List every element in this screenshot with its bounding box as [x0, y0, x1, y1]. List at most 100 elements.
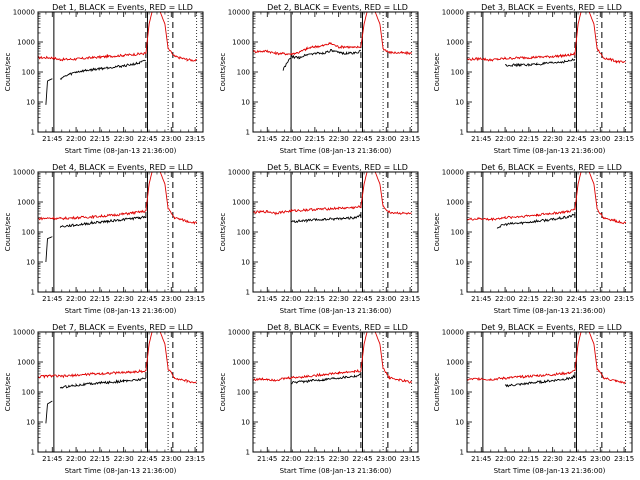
y-tick-label: 100: [237, 69, 250, 77]
x-tick-label: 21:45: [42, 135, 62, 143]
x-tick-label: 21:45: [471, 455, 491, 463]
y-tick-label: 10000: [13, 9, 35, 17]
panel-title: Det 8, BLACK = Events, RED = LLD: [267, 323, 408, 332]
panel-frame: [37, 331, 204, 453]
x-tick-label: 23:00: [161, 295, 181, 303]
x-tick-label: 22:15: [90, 455, 110, 463]
x-tick-label: 22:15: [305, 455, 325, 463]
y-tick-label: 100: [22, 389, 35, 397]
panel-det-1: Det 1, BLACK = Events, RED = LLD Counts/s…: [4, 3, 205, 155]
y-axis-label: Counts/sec: [4, 53, 12, 92]
x-tick-label: 22:15: [519, 295, 539, 303]
x-tick-label: 22:45: [137, 295, 157, 303]
panel-frame: [466, 331, 633, 453]
x-tick-label: 23:15: [400, 135, 420, 143]
x-tick-label: 22:30: [329, 295, 349, 303]
x-tick-label: 22:45: [352, 455, 372, 463]
x-tick-label: 22:30: [114, 135, 134, 143]
y-tick-label: 10: [455, 99, 464, 107]
y-tick-label: 10000: [13, 169, 35, 177]
x-tick-label: 22:15: [90, 135, 110, 143]
y-tick-label: 100: [22, 229, 35, 237]
y-tick-label: 100: [451, 229, 464, 237]
x-tick-label: 21:45: [471, 295, 491, 303]
x-axis-label: Start Time (08-Jan-13 21:36:00): [494, 147, 606, 155]
x-tick-label: 22:00: [495, 455, 515, 463]
x-tick-label: 23:00: [376, 135, 396, 143]
panel-title: Det 2, BLACK = Events, RED = LLD: [267, 3, 408, 12]
x-tick-label: 22:00: [281, 455, 301, 463]
y-tick-label: 1: [460, 449, 464, 457]
events-series-line: [45, 377, 147, 424]
x-tick-label: 23:00: [590, 135, 610, 143]
panel-data-group: [253, 332, 413, 452]
x-axis-label: Start Time (08-Jan-13 21:36:00): [280, 467, 392, 475]
x-axis-label: Start Time (08-Jan-13 21:36:00): [65, 147, 177, 155]
y-tick-label: 100: [237, 389, 250, 397]
x-tick-label: 23:00: [590, 455, 610, 463]
y-axis-label: Counts/sec: [433, 373, 441, 412]
panel-det-7: Det 7, BLACK = Events, RED = LLD Counts/s…: [4, 323, 205, 475]
y-axis-label: Counts/sec: [433, 53, 441, 92]
panel-det-6: Det 6, BLACK = Events, RED = LLD Counts/s…: [433, 163, 634, 315]
y-tick-label: 10000: [228, 9, 250, 17]
y-tick-label: 1: [460, 289, 464, 297]
y-tick-label: 10: [455, 259, 464, 267]
x-tick-label: 23:15: [400, 295, 420, 303]
panel-frame: [252, 11, 419, 133]
x-tick-label: 22:30: [114, 455, 134, 463]
x-tick-label: 22:45: [566, 295, 586, 303]
x-tick-label: 23:15: [185, 295, 205, 303]
y-axis-label: Counts/sec: [433, 213, 441, 252]
y-tick-label: 1000: [446, 39, 464, 47]
x-tick-label: 22:00: [495, 295, 515, 303]
events-series-line: [45, 215, 147, 263]
y-tick-label: 1: [246, 289, 250, 297]
y-tick-label: 10: [241, 259, 250, 267]
lld-series-line: [38, 12, 197, 62]
x-tick-label: 22:15: [305, 135, 325, 143]
panel-frame: [466, 171, 633, 293]
events-series-line: [504, 374, 576, 388]
panel-frame: [252, 171, 419, 293]
y-axis-label: Counts/sec: [4, 213, 12, 252]
y-tick-label: 10: [241, 419, 250, 427]
x-tick-label: 23:15: [185, 455, 205, 463]
lld-series-line: [253, 12, 413, 56]
panel-title: Det 1, BLACK = Events, RED = LLD: [52, 3, 193, 12]
x-tick-label: 23:15: [400, 455, 420, 463]
x-tick-label: 22:45: [352, 295, 372, 303]
y-tick-label: 10000: [228, 169, 250, 177]
x-tick-label: 23:15: [185, 135, 205, 143]
events-series-line: [496, 213, 576, 229]
x-axis-label: Start Time (08-Jan-13 21:36:00): [494, 467, 606, 475]
x-tick-label: 22:15: [519, 455, 539, 463]
lld-series-line: [253, 172, 412, 216]
x-tick-label: 22:30: [543, 455, 563, 463]
y-tick-label: 1: [31, 129, 35, 137]
lld-series-line: [38, 332, 197, 384]
x-tick-label: 21:45: [257, 295, 277, 303]
x-axis-label: Start Time (08-Jan-13 21:36:00): [280, 147, 392, 155]
y-tick-label: 1: [31, 289, 35, 297]
x-tick-label: 22:00: [66, 135, 86, 143]
panel-frame: [37, 11, 204, 133]
y-tick-label: 1: [246, 449, 250, 457]
x-tick-label: 22:00: [66, 455, 86, 463]
y-tick-label: 10000: [442, 329, 464, 337]
y-tick-label: 100: [451, 389, 464, 397]
x-tick-label: 23:15: [614, 455, 634, 463]
y-tick-label: 10: [26, 99, 35, 107]
y-axis-label: Counts/sec: [219, 213, 227, 252]
y-tick-label: 10000: [442, 9, 464, 17]
events-series-line: [291, 373, 362, 385]
x-tick-label: 23:00: [161, 455, 181, 463]
x-tick-label: 22:30: [329, 455, 349, 463]
x-tick-label: 22:15: [305, 295, 325, 303]
panel-data-group: [38, 12, 198, 132]
x-tick-label: 22:45: [137, 135, 157, 143]
x-tick-label: 23:00: [590, 295, 610, 303]
panel-data-group: [38, 172, 198, 292]
panel-data-group: [467, 332, 627, 452]
